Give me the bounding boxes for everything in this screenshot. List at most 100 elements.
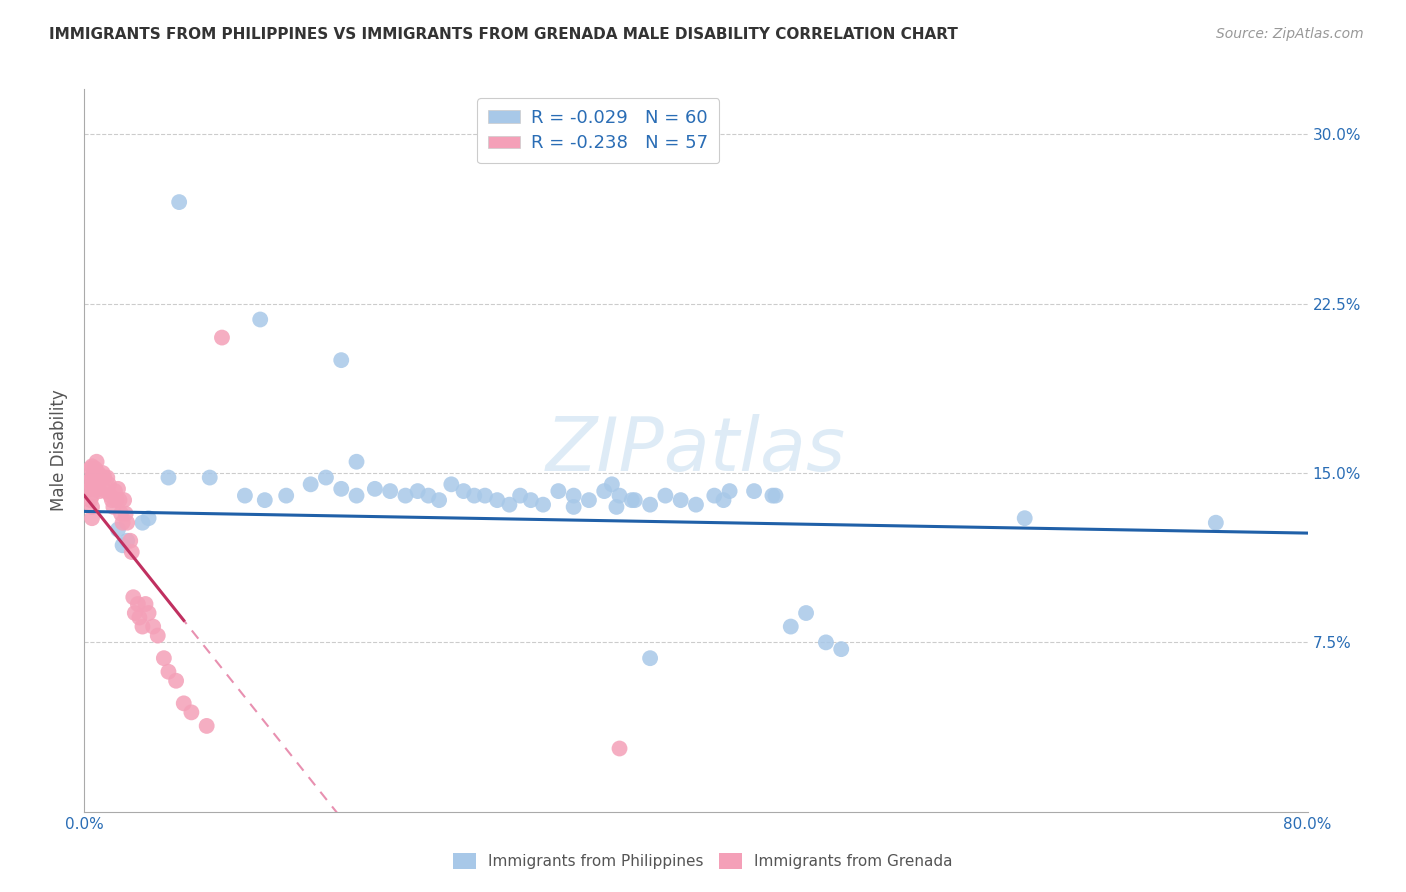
Point — [101, 493, 124, 508]
Point — [122, 591, 145, 605]
Point — [91, 466, 114, 480]
Point — [167, 195, 190, 210]
Point — [486, 493, 509, 508]
Point — [111, 538, 134, 552]
Point — [703, 489, 725, 503]
Point — [830, 642, 852, 657]
Point — [418, 489, 440, 503]
Point — [427, 493, 450, 508]
Point — [93, 470, 115, 484]
Point — [685, 498, 707, 512]
Point — [94, 484, 117, 499]
Point — [86, 455, 108, 469]
Legend: Immigrants from Philippines, Immigrants from Grenada: Immigrants from Philippines, Immigrants … — [447, 847, 959, 875]
Point — [654, 489, 676, 503]
Point — [80, 511, 103, 525]
Point — [463, 489, 485, 503]
Point — [765, 489, 787, 503]
Point — [87, 466, 110, 480]
Point — [330, 482, 353, 496]
Point — [157, 665, 180, 679]
Point — [98, 489, 121, 503]
Point — [80, 500, 103, 514]
Point — [779, 619, 801, 633]
Point — [315, 470, 337, 484]
Point — [105, 493, 128, 508]
Point — [153, 651, 176, 665]
Point — [509, 489, 531, 503]
Point — [195, 719, 218, 733]
Point — [83, 466, 105, 480]
Point — [253, 493, 276, 508]
Point — [87, 482, 110, 496]
Point — [108, 493, 131, 508]
Point — [605, 500, 627, 514]
Point — [80, 489, 103, 503]
Point — [638, 651, 661, 665]
Point — [111, 516, 134, 530]
Point — [173, 696, 195, 710]
Point — [600, 477, 623, 491]
Point — [124, 606, 146, 620]
Point — [131, 516, 153, 530]
Point — [406, 484, 429, 499]
Point — [80, 480, 103, 494]
Point — [97, 477, 120, 491]
Point — [138, 606, 160, 620]
Point — [86, 470, 108, 484]
Point — [165, 673, 187, 688]
Point — [89, 470, 111, 484]
Point — [474, 489, 496, 503]
Point — [79, 461, 101, 475]
Point — [593, 484, 616, 499]
Point — [794, 606, 817, 620]
Point — [562, 500, 585, 514]
Point — [364, 482, 387, 496]
Point — [669, 493, 692, 508]
Point — [80, 459, 103, 474]
Point — [84, 470, 107, 484]
Point — [440, 477, 463, 491]
Point — [112, 493, 135, 508]
Point — [104, 484, 127, 499]
Point — [198, 470, 221, 484]
Point — [1014, 511, 1036, 525]
Point — [135, 597, 157, 611]
Point — [89, 484, 111, 499]
Point — [718, 484, 741, 499]
Point — [814, 635, 837, 649]
Point — [394, 489, 416, 503]
Point — [761, 489, 783, 503]
Text: Source: ZipAtlas.com: Source: ZipAtlas.com — [1216, 27, 1364, 41]
Point — [131, 619, 153, 633]
Point — [142, 619, 165, 633]
Point — [520, 493, 543, 508]
Point — [531, 498, 554, 512]
Point — [79, 473, 101, 487]
Point — [578, 493, 600, 508]
Legend: R = -0.029   N = 60, R = -0.238   N = 57: R = -0.029 N = 60, R = -0.238 N = 57 — [477, 98, 720, 163]
Point — [624, 493, 647, 508]
Point — [547, 484, 569, 499]
Point — [157, 470, 180, 484]
Point — [127, 597, 149, 611]
Point — [330, 353, 353, 368]
Point — [346, 489, 368, 503]
Point — [128, 610, 150, 624]
Point — [609, 741, 631, 756]
Text: IMMIGRANTS FROM PHILIPPINES VS IMMIGRANTS FROM GRENADA MALE DISABILITY CORRELATI: IMMIGRANTS FROM PHILIPPINES VS IMMIGRANT… — [49, 27, 957, 42]
Text: ZIPatlas: ZIPatlas — [546, 415, 846, 486]
Point — [107, 523, 129, 537]
Point — [84, 461, 107, 475]
Point — [138, 511, 160, 525]
Point — [80, 470, 103, 484]
Point — [609, 489, 631, 503]
Point — [90, 470, 112, 484]
Point — [180, 706, 202, 720]
Point — [498, 498, 520, 512]
Point — [103, 500, 125, 514]
Point — [713, 493, 735, 508]
Point — [115, 516, 138, 530]
Point — [233, 489, 256, 503]
Point — [79, 493, 101, 508]
